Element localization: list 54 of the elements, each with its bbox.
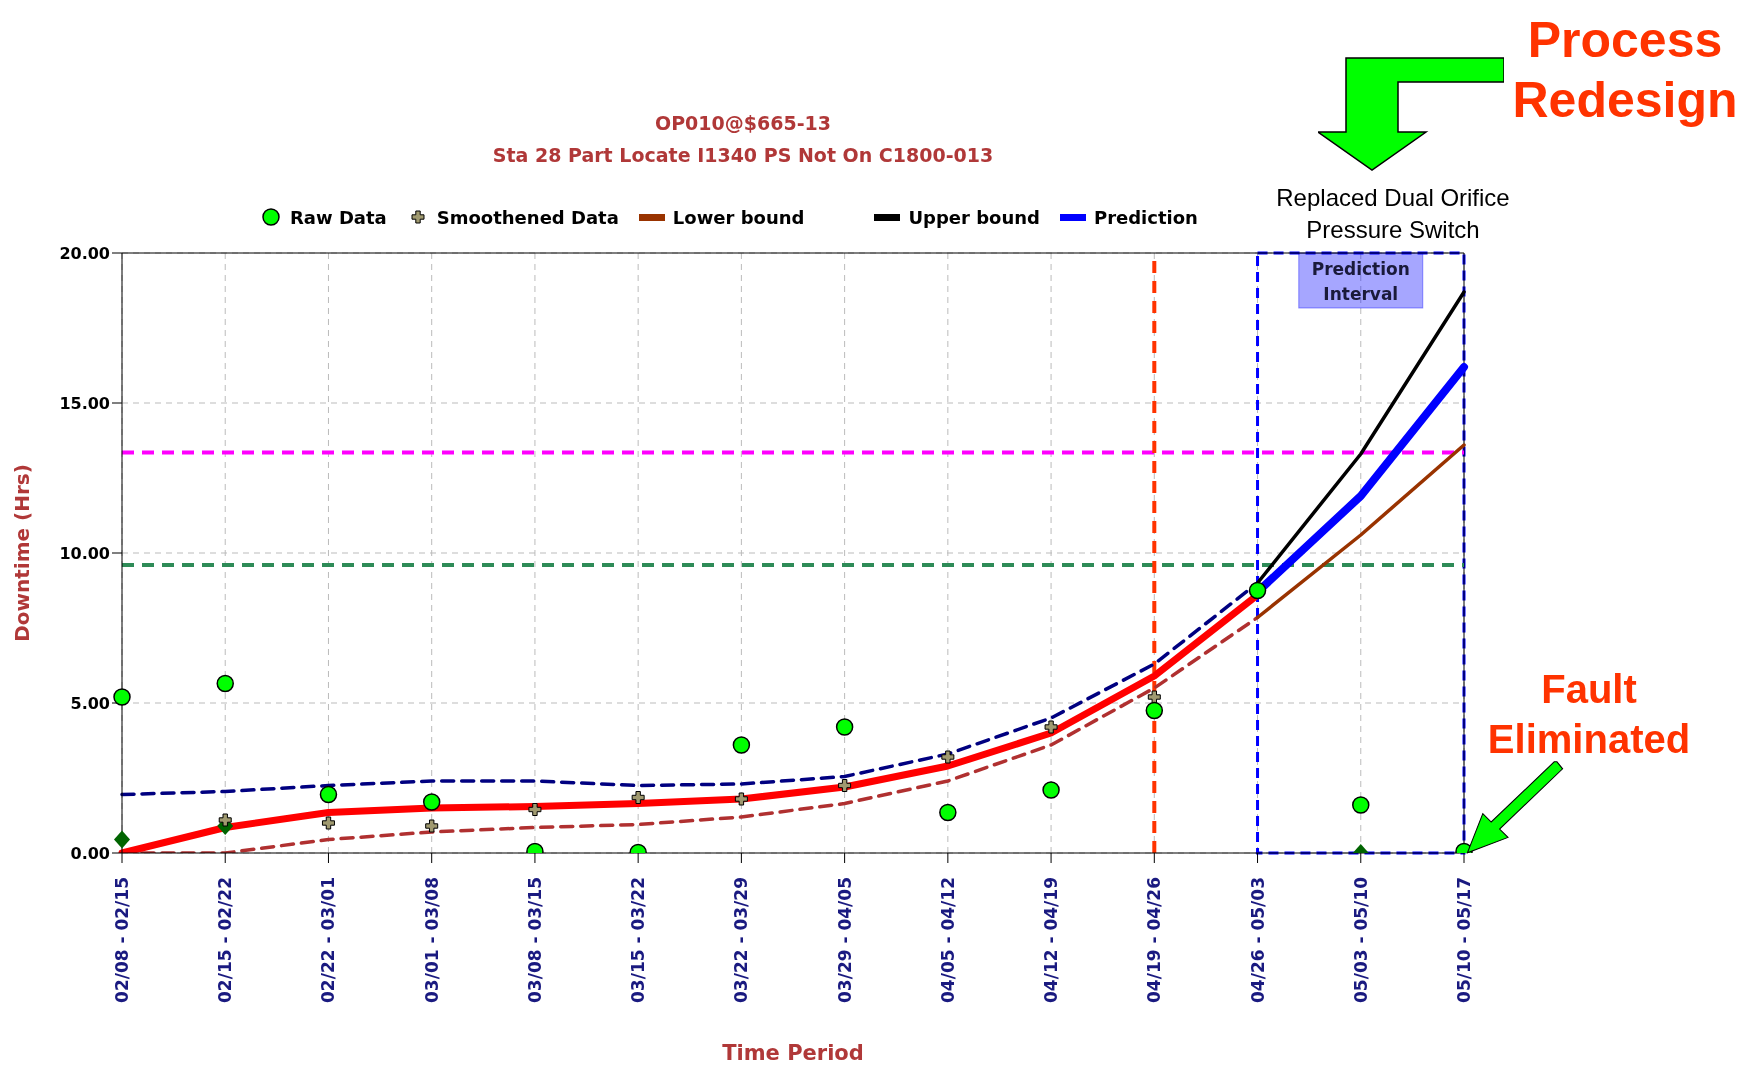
point bbox=[941, 750, 955, 764]
point bbox=[216, 674, 234, 693]
point bbox=[113, 688, 131, 706]
legend-label: Raw Data bbox=[289, 206, 387, 228]
x-axis-title: Time Period bbox=[722, 1041, 864, 1065]
legend-label: Prediction bbox=[1092, 206, 1198, 228]
y-tick-label: 0.00 bbox=[70, 843, 110, 863]
point bbox=[1042, 781, 1060, 799]
point bbox=[425, 819, 439, 833]
point bbox=[631, 791, 645, 804]
y-axis-title: Downtime (Hrs) bbox=[10, 464, 35, 642]
x-tick-label: 05/03 - 05/10 bbox=[1350, 876, 1371, 1003]
annotation: Fault Eliminated bbox=[1487, 667, 1691, 761]
text: Replaced Dual Orifice Pressure Switch bbox=[1275, 183, 1511, 245]
x-tick-label: 03/22 - 03/29 bbox=[731, 877, 752, 1003]
x-tick-label: 02/08 - 02/15 bbox=[112, 877, 132, 1003]
point bbox=[732, 736, 751, 754]
text: Process Redesign bbox=[1511, 11, 1739, 130]
band-label: Prediction Interval bbox=[1311, 259, 1410, 304]
point bbox=[1044, 720, 1058, 734]
point bbox=[528, 803, 542, 816]
x-tick-label: 05/10 - 05/17 bbox=[1454, 877, 1474, 1003]
legend-label: Lower bound bbox=[671, 206, 805, 228]
chart-subtitle: Sta 28 Part Locate I1340 PS Not On C1800-013 bbox=[491, 144, 995, 166]
point bbox=[321, 816, 335, 830]
point bbox=[734, 792, 748, 806]
y-tick-label: 5.00 bbox=[70, 693, 110, 713]
x-tick-label: 03/29 - 04/05 bbox=[834, 877, 855, 1003]
point bbox=[1147, 690, 1161, 704]
point bbox=[835, 718, 854, 736]
point bbox=[218, 813, 232, 827]
legend-label: Smoothened Data bbox=[435, 206, 619, 228]
point bbox=[114, 830, 130, 849]
point bbox=[939, 803, 957, 822]
chart-title: OP010@$665-13 bbox=[654, 112, 832, 134]
point bbox=[1145, 701, 1164, 720]
x-tick-label: 02/22 - 03/01 bbox=[318, 877, 339, 1003]
x-tick-label: 03/15 - 03/22 bbox=[628, 877, 649, 1003]
point bbox=[838, 779, 852, 792]
x-tick-label: 04/12 - 04/19 bbox=[1041, 877, 1062, 1003]
y-tick-label: 15.00 bbox=[59, 393, 110, 413]
point bbox=[319, 785, 338, 804]
x-tick-label: 03/01 - 03/08 bbox=[421, 877, 442, 1003]
y-tick-label: 20.00 bbox=[59, 243, 110, 263]
x-tick-label: 02/15 - 02/22 bbox=[215, 877, 236, 1003]
point bbox=[422, 793, 441, 811]
point bbox=[1248, 581, 1267, 600]
legend-label: Upper bound bbox=[907, 206, 1040, 228]
x-tick-label: 04/19 - 04/26 bbox=[1144, 877, 1165, 1003]
point bbox=[1352, 796, 1370, 814]
x-tick-label: 03/08 - 03/15 bbox=[524, 877, 545, 1003]
x-tick-label: 04/26 - 05/03 bbox=[1247, 877, 1268, 1003]
x-tick-label: 04/05 - 04/12 bbox=[937, 877, 958, 1003]
y-tick-label: 10.00 bbox=[59, 543, 110, 563]
